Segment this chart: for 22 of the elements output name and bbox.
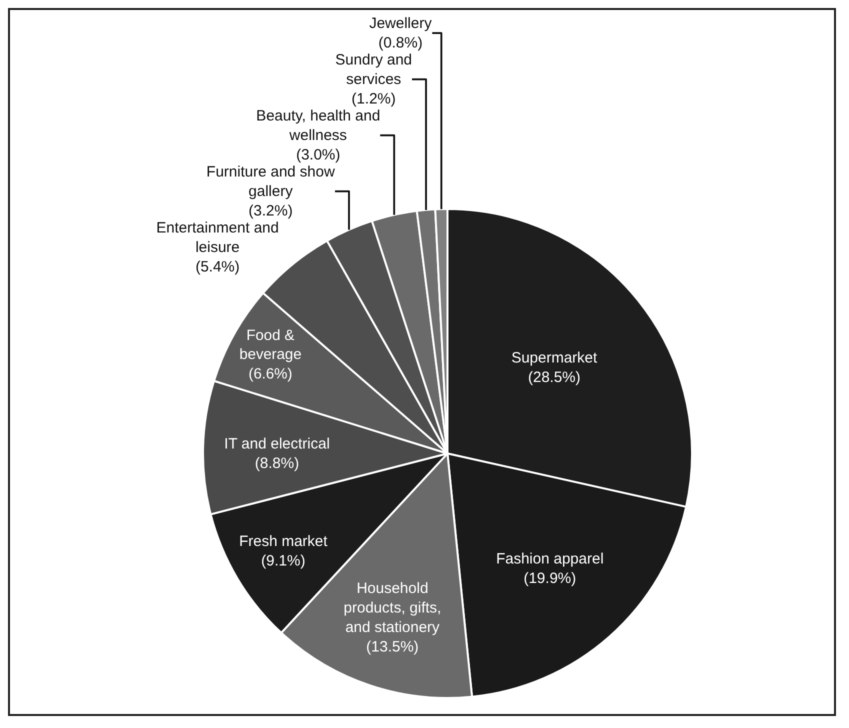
data-label: (9.1%) <box>261 552 306 570</box>
data-label: (3.0%) <box>296 146 340 164</box>
slice-label: Sundry and services <box>335 51 412 88</box>
data-label: (6.6%) <box>248 366 292 383</box>
slice-label: Jewellery <box>369 14 432 32</box>
slice-label: Household products, gifts, and stationery <box>344 580 442 636</box>
data-label: (13.5%) <box>366 638 419 656</box>
data-label: (0.8%) <box>378 34 423 52</box>
slice-label: Food & beverage <box>239 328 302 364</box>
data-label: (19.9%) <box>524 570 576 588</box>
slice-label: Fashion apparel <box>496 550 604 568</box>
slice-label: Entertainment and leisure <box>156 219 279 256</box>
data-label: (3.2%) <box>248 202 293 220</box>
data-label: (1.2%) <box>352 90 396 108</box>
data-label: (8.8%) <box>254 454 300 472</box>
data-label: (28.5%) <box>528 368 581 386</box>
slice-label: IT and electrical <box>224 435 330 452</box>
slice-label: Beauty, health and wellness <box>256 107 380 144</box>
slice-label: Fresh market <box>239 532 328 550</box>
slice-label: Furniture and show gallery <box>206 163 335 200</box>
data-label: (5.4%) <box>195 258 240 276</box>
slice-label: Supermarket <box>511 349 598 366</box>
